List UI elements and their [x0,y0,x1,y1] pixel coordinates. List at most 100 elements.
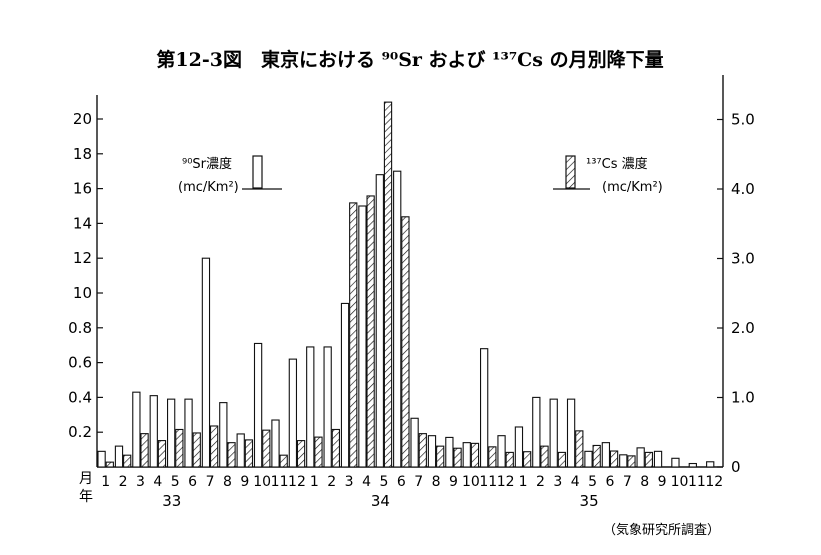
left-tick-label: 12 [73,249,92,267]
cs-bar [209,425,219,468]
sr-bar [532,396,541,468]
axes [96,75,724,468]
month-label: 10 [462,474,480,490]
cs-bar [349,202,358,468]
left-tick-label: 0.6 [68,354,92,372]
month-label: 10 [671,474,689,490]
cs-bar [105,461,114,468]
cs-bar [401,216,410,468]
sr-bar [236,433,245,468]
left-tick-label: 0.4 [68,388,92,406]
month-label: 11 [688,474,706,490]
sr-bar [288,358,298,468]
sr-bar [132,391,141,468]
sr-bar [497,435,506,468]
month-label: 5 [171,474,180,490]
sr-bar [427,435,437,468]
month-label: 10 [253,474,271,490]
left-tick-label: 0.2 [68,423,92,441]
sr-bar [445,436,454,468]
month-label: 12 [705,474,723,490]
right-tick-label: 3.0 [731,250,755,268]
month-label: 1 [310,474,319,490]
left-tick-label: 10 [73,284,92,302]
sr-bar [636,447,645,468]
right-tick-label: 2.0 [731,319,755,337]
right-tick-label: 0 [731,458,741,476]
cs-bar [505,451,514,468]
sr-bar [549,398,558,468]
cs-bar [540,445,549,468]
month-label: 6 [606,474,615,490]
cs-bar [575,430,584,468]
month-label: 3 [553,474,562,490]
year-label: 33 [162,492,181,510]
sr-bar [706,461,715,468]
legend-sr-swatch [252,155,263,189]
sr-bar [619,454,628,468]
sr-bar [167,398,176,468]
corner-label-year: 年 [79,489,93,505]
cs-bar [557,451,567,468]
cs-bar [262,429,271,468]
sr-bar [393,170,402,468]
sr-bar [97,450,106,468]
month-label: 7 [206,474,215,490]
bars [97,101,715,468]
cs-bar [418,433,427,468]
left-tick-label: 0.8 [68,319,92,337]
sr-bar [323,346,332,468]
month-label: 6 [188,474,197,490]
month-label: 1 [101,474,110,490]
month-label: 7 [414,474,423,490]
cs-bar [175,428,184,468]
cs-bar [244,439,254,468]
sr-bar [410,417,419,468]
sr-bar [566,398,576,468]
cs-bar [488,446,497,468]
cs-bar [436,445,445,468]
cs-bar [366,195,375,468]
month-label: 3 [345,474,354,490]
sr-bar [584,450,593,468]
legend-sr-unit: (mc/Km²) [178,180,239,195]
cs-bar [192,432,201,468]
cs-bar [453,447,462,468]
source-note: （気象研究所調査） [603,522,720,538]
chart-title: 第12-3図 東京における ⁹⁰Sr および ¹³⁷Cs の月別降下量 [156,48,663,71]
legend-sr-label: ⁹⁰Sr濃度 [182,156,232,172]
cs-bar [609,450,619,468]
cs-bar [470,442,480,468]
right-tick-label: 1.0 [731,389,755,407]
x-axis-labels: 1 2 3 4 5 6 7 8 9 10 11 12 1 2 3 4 5 6 7 8 9 10 11 12 1 2 3 4 5 6 7 8 9 1… [101,474,723,510]
legend-cs-label: ¹³⁷Cs 濃度 [586,156,648,172]
month-label: 5 [588,474,597,490]
sr-bar [601,442,611,468]
month-label: 2 [327,474,336,490]
month-label: 4 [153,474,162,490]
cs-bar [627,455,636,468]
legend-cs: ¹³⁷Cs 濃度 (mc/Km²) [553,155,663,195]
left-tick-label: 14 [73,214,92,232]
sr-bar [375,174,384,468]
cs-bar [279,454,288,468]
cs-bar [331,428,340,468]
sr-bar [306,346,315,468]
sr-bar [184,398,193,468]
month-label: 11 [479,474,497,490]
sr-bar [201,257,211,468]
cs-bar [123,454,132,468]
month-label: 3 [136,474,145,490]
month-label: 12 [288,474,306,490]
sr-bar [271,419,280,468]
left-tick-label: 16 [73,180,92,198]
month-label: 8 [432,474,441,490]
legend-sr: ⁹⁰Sr濃度 (mc/Km²) [178,155,282,195]
sr-bar [114,445,124,468]
sr-bar [253,342,263,468]
month-label: 4 [571,474,580,490]
sr-bar [149,395,158,468]
right-tick-label: 4.0 [731,180,755,198]
right-tick-label: 5.0 [731,111,755,129]
left-axis-ticks: 0.2 0.4 0.6 0.8 10 12 14 16 18 20 [68,110,103,441]
